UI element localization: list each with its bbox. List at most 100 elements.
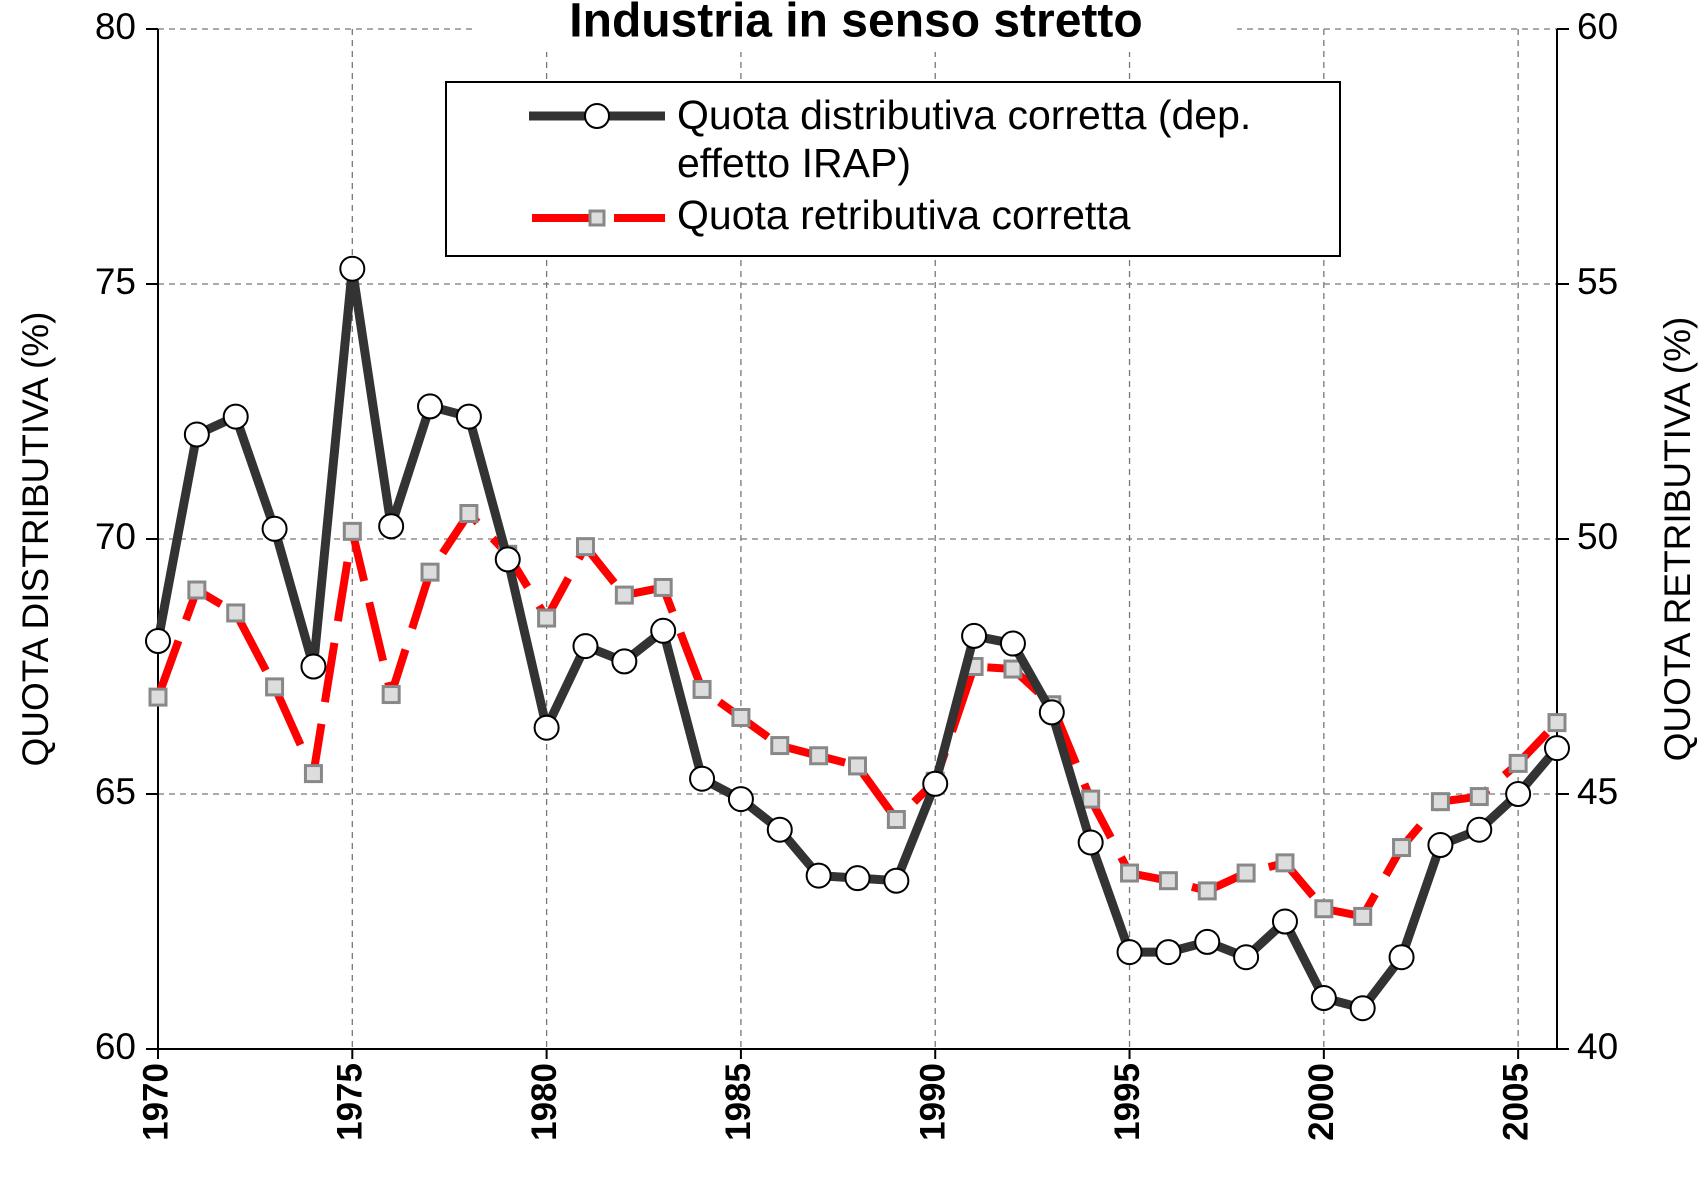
data-point <box>922 770 949 797</box>
x-tick-label: 2000 <box>1302 1063 1341 1141</box>
data-point <box>1271 908 1298 935</box>
x-tick-label: 2005 <box>1496 1063 1535 1141</box>
data-point <box>1197 881 1217 901</box>
data-point <box>1194 928 1221 955</box>
data-point <box>1236 863 1256 883</box>
data-point <box>339 255 366 282</box>
data-point <box>1233 944 1260 971</box>
data-point <box>1081 789 1101 809</box>
data-point <box>145 628 171 654</box>
data-point <box>1508 753 1528 773</box>
data-point <box>1427 832 1454 858</box>
data-point <box>378 513 405 540</box>
data-point <box>1310 985 1337 1011</box>
legend-key-marker <box>584 103 610 129</box>
data-point <box>1469 787 1489 807</box>
y2-tick-label: 50 <box>1577 516 1618 557</box>
x-tick-label: 1975 <box>331 1063 370 1141</box>
data-point <box>1275 853 1295 873</box>
y2-tick-label: 60 <box>1577 6 1618 47</box>
data-point <box>1353 906 1373 926</box>
data-point <box>342 521 362 541</box>
y2-tick-label: 55 <box>1577 261 1618 302</box>
data-point <box>265 677 285 697</box>
legend-keys <box>529 103 665 227</box>
data-point <box>300 653 327 680</box>
y-tick-label: 70 <box>95 516 136 557</box>
data-point <box>1158 871 1178 891</box>
data-point <box>417 393 444 420</box>
data-point <box>961 622 988 649</box>
y-tick-label: 60 <box>95 1026 136 1067</box>
legend-label: Quota retributiva corretta <box>677 192 1131 238</box>
data-point <box>1466 816 1493 843</box>
legend: Quota distributiva corretta (dep. effett… <box>445 81 1341 257</box>
data-point <box>844 865 871 892</box>
data-point <box>689 765 716 792</box>
data-point <box>1392 838 1412 858</box>
data-point <box>572 633 599 660</box>
y-tick-label: 80 <box>95 6 136 47</box>
legend-key-marker <box>588 209 606 227</box>
data-point <box>1547 713 1567 733</box>
data-point <box>999 630 1026 657</box>
series-line <box>154 509 1560 921</box>
data-point <box>1349 995 1376 1022</box>
data-point <box>1155 939 1182 966</box>
y-tick-label: 65 <box>95 771 136 812</box>
data-point <box>1388 944 1415 971</box>
data-point <box>575 537 595 557</box>
data-point <box>653 577 673 597</box>
series-line <box>153 264 1561 1013</box>
data-point <box>611 648 638 675</box>
data-point <box>770 736 790 756</box>
data-point <box>537 608 557 628</box>
y2-axis-label: QUOTA RETRIBUTIVA (%) <box>1657 317 1698 762</box>
data-point <box>1077 829 1104 856</box>
data-point <box>692 679 712 699</box>
data-point <box>226 603 246 623</box>
data-point <box>1038 699 1065 726</box>
data-point <box>183 421 210 448</box>
data-point <box>1544 735 1570 762</box>
y2-tick-label: 45 <box>1577 771 1618 812</box>
data-point <box>381 685 401 705</box>
x-tick-label: 1970 <box>136 1063 175 1141</box>
data-point <box>650 617 677 644</box>
data-point <box>1314 899 1334 919</box>
y2-tick-label: 40 <box>1577 1026 1618 1067</box>
data-point <box>766 816 793 843</box>
x-tick-label: 1995 <box>1108 1063 1147 1141</box>
x-tick-label: 1985 <box>719 1063 758 1141</box>
data-point <box>420 562 440 582</box>
x-tick-label: 1980 <box>525 1063 564 1141</box>
data-point <box>886 810 906 829</box>
data-point <box>187 580 207 600</box>
data-point <box>848 756 867 776</box>
data-point <box>222 403 249 430</box>
y-tick-label: 75 <box>95 261 136 302</box>
data-point <box>1116 939 1143 966</box>
data-point <box>731 708 751 727</box>
data-point <box>1505 781 1532 807</box>
data-point <box>494 546 521 573</box>
data-point <box>809 746 829 766</box>
chart-title: Industria in senso stretto <box>569 0 1142 48</box>
legend-label: Quota distributiva corretta (dep. effett… <box>677 92 1252 186</box>
data-point <box>727 786 754 813</box>
y-axis-label: QUOTA DISTRIBUTIVA (%) <box>15 311 56 766</box>
data-point <box>455 403 482 430</box>
data-point <box>1430 792 1450 812</box>
data-point <box>1120 863 1140 883</box>
x-tick-label: 1990 <box>913 1063 952 1141</box>
data-point <box>614 585 634 605</box>
data-point <box>533 714 560 741</box>
data-point <box>148 687 168 707</box>
data-point <box>805 862 832 889</box>
data-point <box>459 504 479 523</box>
data-point <box>303 764 323 784</box>
title-background <box>475 0 1237 52</box>
data-point <box>883 867 910 894</box>
